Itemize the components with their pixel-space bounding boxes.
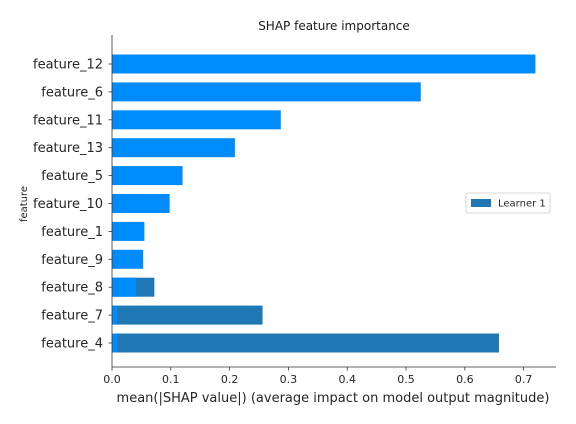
learner-1-series: [112, 277, 499, 353]
bar-primary-feature_6: [112, 82, 421, 102]
bar-primary-feature_9: [112, 249, 144, 269]
category-label-feature_7: feature_7: [41, 309, 103, 324]
legend: Learner 1: [465, 192, 551, 214]
legend-frame: [465, 192, 551, 214]
x-tick-label-0.6: 0.6: [456, 373, 474, 386]
bar-primary-feature_13: [112, 138, 235, 158]
category-label-feature_10: feature_10: [33, 197, 103, 212]
bar-primary-feature_7: [112, 305, 118, 325]
bar-primary-feature_11: [112, 110, 281, 130]
category-labels: feature_12 feature_6 feature_11 feature_13f…: [33, 58, 103, 352]
x-axis-label: mean(|SHAP value|) (average impact on mo…: [117, 391, 550, 406]
x-tick-label-0.7: 0.7: [515, 373, 533, 386]
x-tick-label-0.0: 0.0: [103, 373, 121, 386]
category-label-feature_8: feature_8: [41, 281, 103, 296]
y-axis-label: feature: [19, 186, 30, 222]
category-label-feature_12: feature_12: [33, 58, 103, 73]
category-label-feature_5: feature_5: [41, 169, 103, 184]
chart-title: SHAP feature importance: [258, 19, 410, 33]
primary-series: [112, 54, 536, 353]
bar-learner-1-feature_4: [112, 333, 499, 353]
category-label-feature_4: feature_4: [41, 337, 103, 352]
bar-primary-feature_4: [112, 333, 118, 353]
category-label-feature_11: feature_11: [33, 113, 103, 128]
bar-primary-feature_1: [112, 221, 145, 241]
axes: 0.0 0.1 0.2 0.3 0.4 0.5 0.6 0.7: [103, 35, 556, 386]
bar-primary-feature_10: [112, 194, 170, 213]
category-label-feature_13: feature_13: [33, 141, 103, 156]
bar-primary-feature_12: [112, 54, 536, 74]
x-tick-label-0.4: 0.4: [338, 373, 356, 386]
category-label-feature_9: feature_9: [41, 253, 103, 268]
x-tick-label-0.3: 0.3: [280, 373, 298, 386]
legend-label-learner-1: Learner 1: [498, 199, 546, 210]
category-label-feature_1: feature_1: [41, 225, 103, 240]
bar-primary-feature_5: [112, 166, 183, 186]
x-tick-label-0.5: 0.5: [397, 373, 415, 386]
legend-swatch-learner-1: [471, 199, 491, 207]
bar-primary-feature_8: [112, 277, 137, 297]
category-label-feature_6: feature_6: [41, 85, 103, 100]
x-tick-label-0.2: 0.2: [221, 373, 239, 386]
x-tick-label-0.1: 0.1: [162, 373, 180, 386]
bar-learner-1-feature_7: [112, 305, 263, 325]
